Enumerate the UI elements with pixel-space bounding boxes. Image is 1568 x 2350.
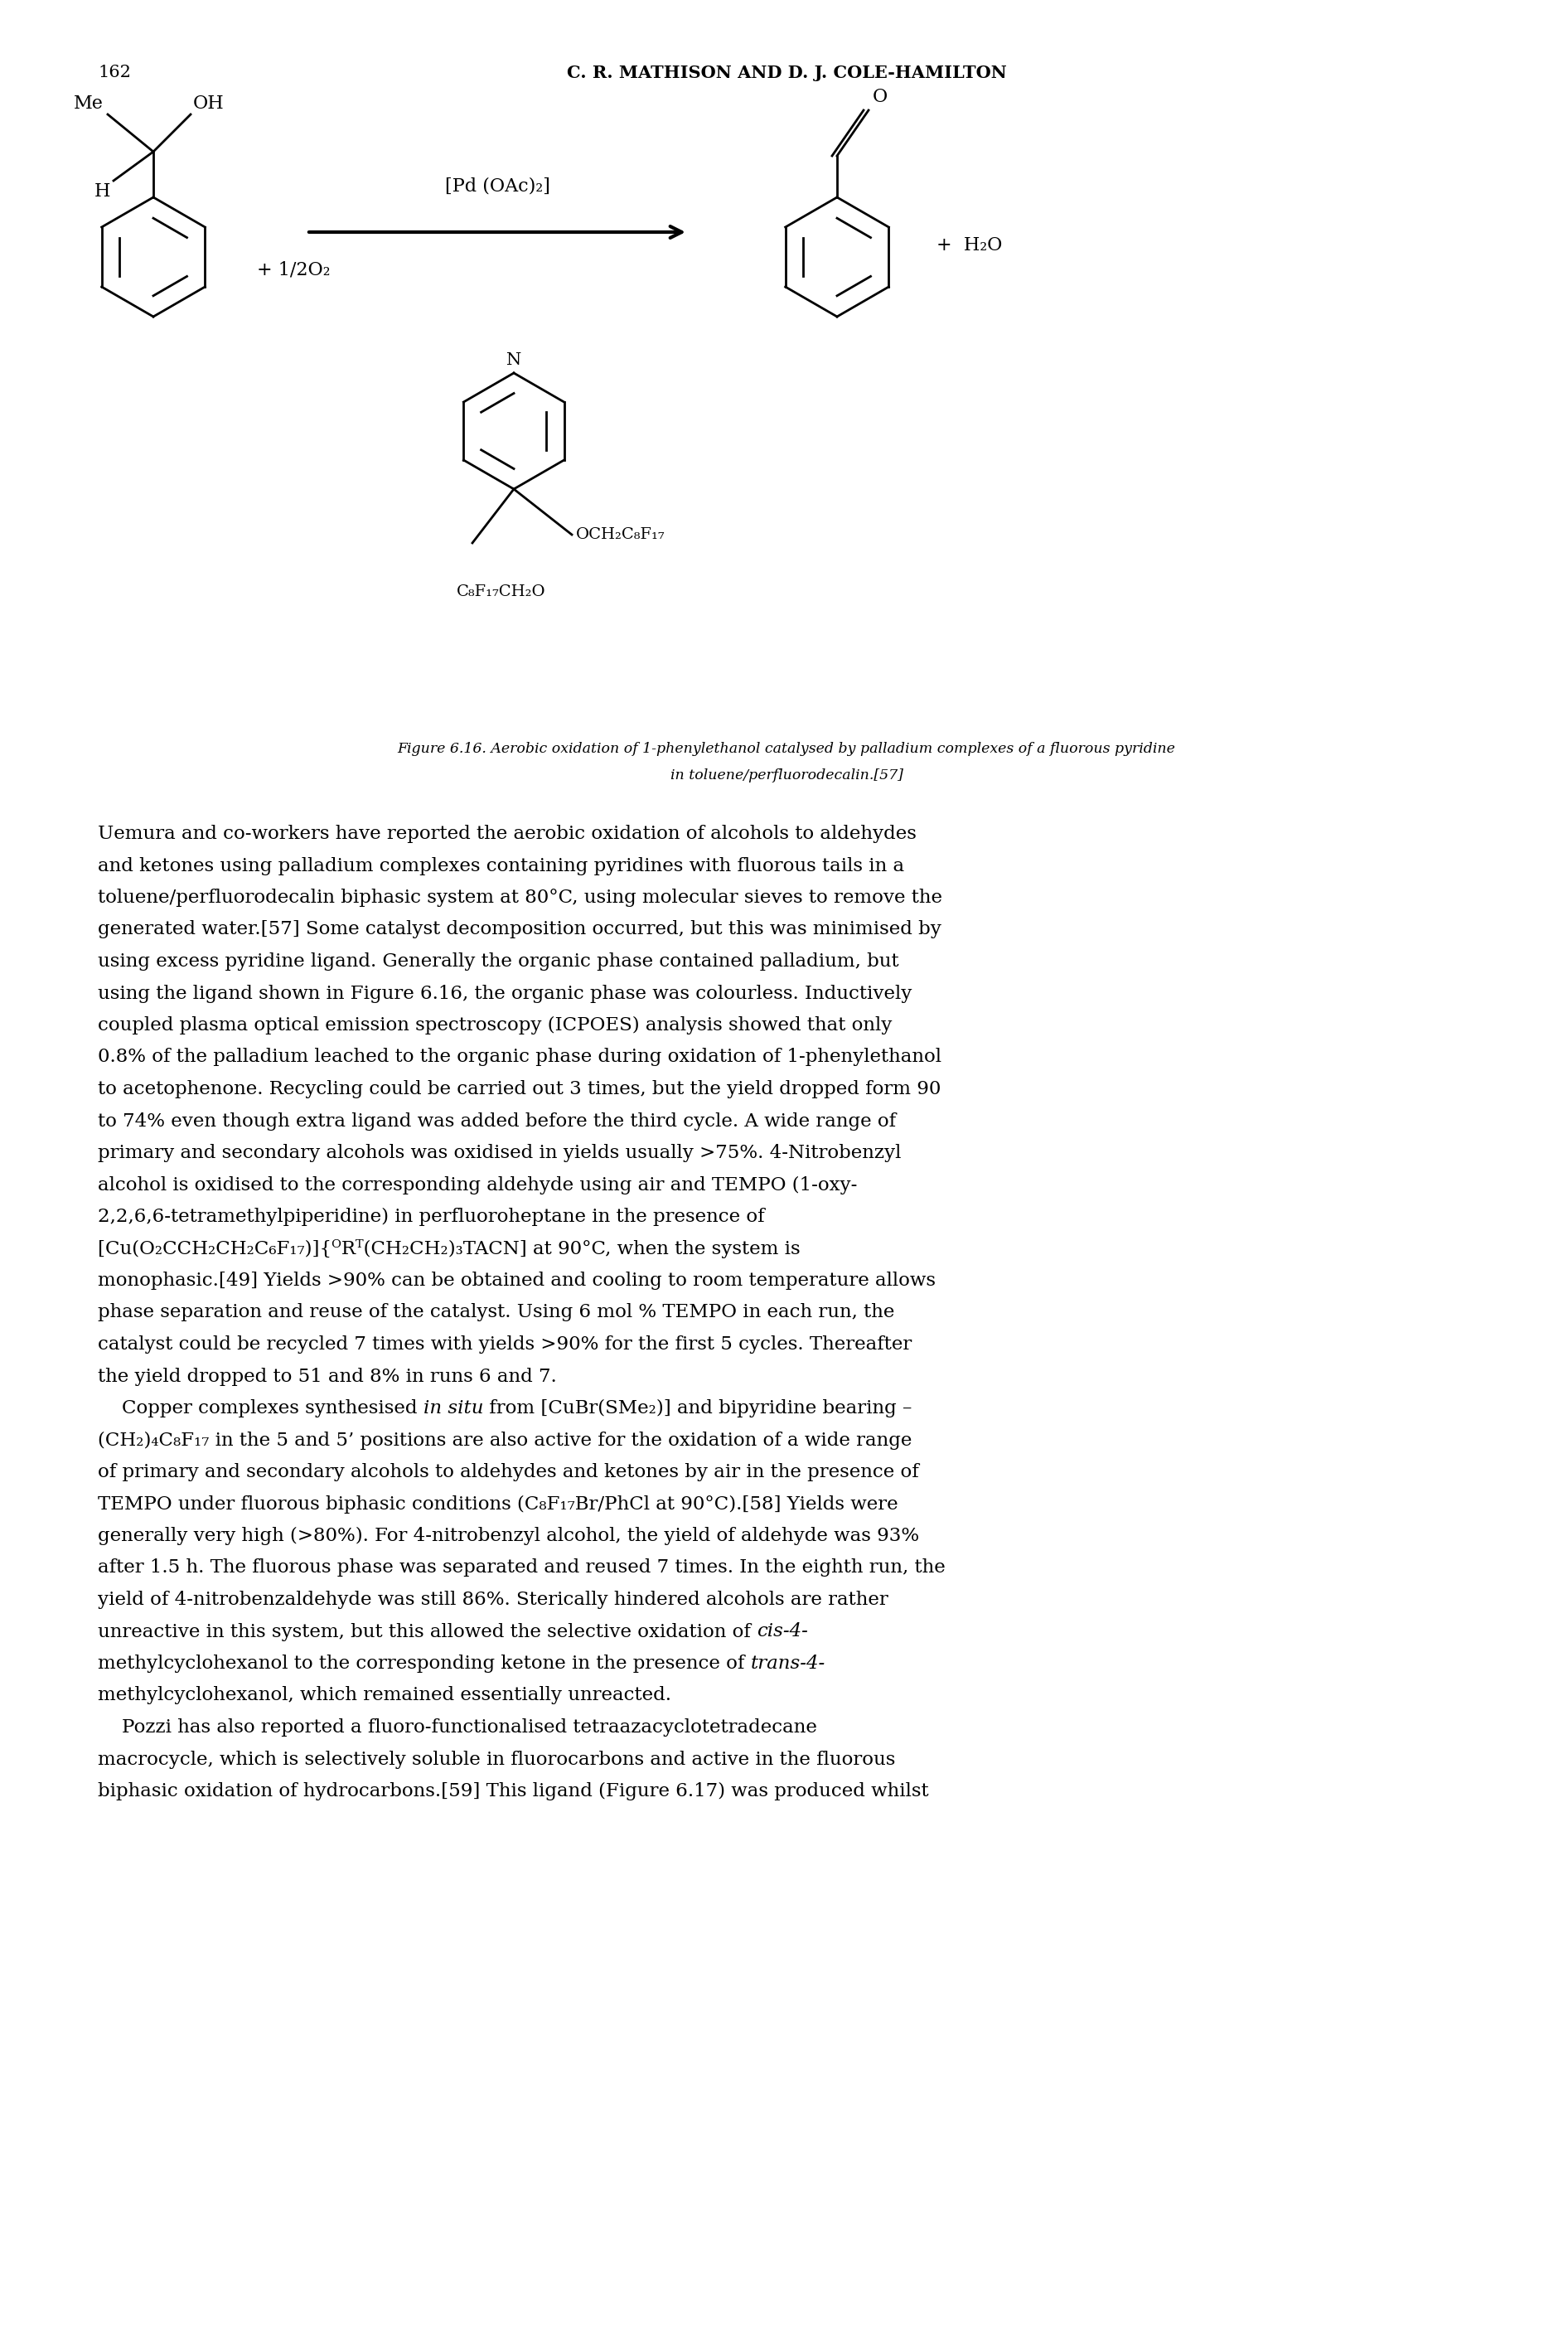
Text: generally very high (>80%). For 4-nitrobenzyl alcohol, the yield of aldehyde was: generally very high (>80%). For 4-nitrob… <box>97 1528 919 1546</box>
Text: 0.8% of the palladium leached to the organic phase during oxidation of 1-phenyle: 0.8% of the palladium leached to the org… <box>97 1048 941 1067</box>
Text: Uemura and co-workers have reported the aerobic oxidation of alcohols to aldehyd: Uemura and co-workers have reported the … <box>97 825 917 844</box>
Text: to acetophenone. Recycling could be carried out 3 times, but the yield dropped f: to acetophenone. Recycling could be carr… <box>97 1081 941 1097</box>
Text: from [CuBr(SMe₂)] and bipyridine bearing –: from [CuBr(SMe₂)] and bipyridine bearing… <box>483 1398 913 1417</box>
Text: trans-4-: trans-4- <box>751 1654 825 1673</box>
Text: methylcyclohexanol to the corresponding ketone in the presence of: methylcyclohexanol to the corresponding … <box>97 1654 751 1673</box>
Text: H: H <box>94 183 110 200</box>
Text: alcohol is oxidised to the corresponding aldehyde using air and TEMPO (1-oxy-: alcohol is oxidised to the corresponding… <box>97 1175 858 1194</box>
Text: after 1.5 h. The fluorous phase was separated and reused 7 times. In the eighth : after 1.5 h. The fluorous phase was sepa… <box>97 1558 946 1577</box>
Text: catalyst could be recycled 7 times with yields >90% for the first 5 cycles. Ther: catalyst could be recycled 7 times with … <box>97 1335 913 1354</box>
Text: OCH₂C₈F₁₇: OCH₂C₈F₁₇ <box>575 526 665 543</box>
Text: and ketones using palladium complexes containing pyridines with fluorous tails i: and ketones using palladium complexes co… <box>97 858 905 874</box>
Text: unreactive in this system, but this allowed the selective oxidation of: unreactive in this system, but this allo… <box>97 1621 757 1640</box>
Text: monophasic.[49] Yields >90% can be obtained and cooling to room temperature allo: monophasic.[49] Yields >90% can be obtai… <box>97 1271 936 1290</box>
Text: primary and secondary alcohols was oxidised in yields usually >75%. 4-Nitrobenzy: primary and secondary alcohols was oxidi… <box>97 1144 902 1163</box>
Text: OH: OH <box>193 94 224 113</box>
Text: Pozzi has also reported a fluoro-functionalised tetraazacyclotetradecane: Pozzi has also reported a fluoro-functio… <box>97 1718 817 1737</box>
Text: Copper complexes synthesised: Copper complexes synthesised <box>97 1398 423 1417</box>
Text: TEMPO under fluorous biphasic conditions (C₈F₁₇Br/PhCl at 90°C).[58] Yields were: TEMPO under fluorous biphasic conditions… <box>97 1495 898 1513</box>
Text: to 74% even though extra ligand was added before the third cycle. A wide range o: to 74% even though extra ligand was adde… <box>97 1112 895 1130</box>
Text: biphasic oxidation of hydrocarbons.[59] This ligand (Figure 6.17) was produced w: biphasic oxidation of hydrocarbons.[59] … <box>97 1781 928 1800</box>
Text: toluene/perfluorodecalin biphasic system at 80°C, using molecular sieves to remo: toluene/perfluorodecalin biphasic system… <box>97 888 942 907</box>
Text: C₈F₁₇CH₂O: C₈F₁₇CH₂O <box>456 585 546 599</box>
Text: the yield dropped to 51 and 8% in runs 6 and 7.: the yield dropped to 51 and 8% in runs 6… <box>97 1368 557 1386</box>
Text: C. R. MATHISON AND D. J. COLE-HAMILTON: C. R. MATHISON AND D. J. COLE-HAMILTON <box>566 66 1007 82</box>
Text: of primary and secondary alcohols to aldehydes and ketones by air in the presenc: of primary and secondary alcohols to ald… <box>97 1464 919 1480</box>
Text: cis-4-: cis-4- <box>757 1621 808 1640</box>
Text: in toluene/perfluorodecalin.[57]: in toluene/perfluorodecalin.[57] <box>670 768 903 783</box>
Text: generated water.[57] Some catalyst decomposition occurred, but this was minimise: generated water.[57] Some catalyst decom… <box>97 921 941 938</box>
Text: Me: Me <box>74 94 103 113</box>
Text: O: O <box>873 87 887 106</box>
Text: macrocycle, which is selectively soluble in fluorocarbons and active in the fluo: macrocycle, which is selectively soluble… <box>97 1751 895 1770</box>
Text: in situ: in situ <box>423 1398 483 1417</box>
Text: coupled plasma optical emission spectroscopy (ICPOES) analysis showed that only: coupled plasma optical emission spectros… <box>97 1015 892 1034</box>
Text: methylcyclohexanol, which remained essentially unreacted.: methylcyclohexanol, which remained essen… <box>97 1687 671 1704</box>
Text: [Cu(O₂CCH₂CH₂C₆F₁₇)]{ᴼRᵀ(CH₂CH₂)₃TACN] at 90°C, when the system is: [Cu(O₂CCH₂CH₂C₆F₁₇)]{ᴼRᵀ(CH₂CH₂)₃TACN] a… <box>97 1241 800 1260</box>
Text: + 1/2O₂: + 1/2O₂ <box>257 261 331 280</box>
Text: phase separation and reuse of the catalyst. Using 6 mol % TEMPO in each run, the: phase separation and reuse of the cataly… <box>97 1304 894 1321</box>
Text: (CH₂)₄C₈F₁₇ in the 5 and 5’ positions are also active for the oxidation of a wid: (CH₂)₄C₈F₁₇ in the 5 and 5’ positions ar… <box>97 1431 913 1450</box>
Text: 2,2,6,6-tetramethylpiperidine) in perfluoroheptane in the presence of: 2,2,6,6-tetramethylpiperidine) in perflu… <box>97 1208 765 1227</box>
Text: +  H₂O: + H₂O <box>936 237 1002 254</box>
Text: N: N <box>506 352 522 369</box>
Text: Figure 6.16. Aerobic oxidation of 1-phenylethanol catalysed by palladium complex: Figure 6.16. Aerobic oxidation of 1-phen… <box>397 743 1176 757</box>
Text: 162: 162 <box>97 66 130 80</box>
Text: yield of 4-nitrobenzaldehyde was still 86%. Sterically hindered alcohols are rat: yield of 4-nitrobenzaldehyde was still 8… <box>97 1591 887 1610</box>
Text: using excess pyridine ligand. Generally the organic phase contained palladium, b: using excess pyridine ligand. Generally … <box>97 952 898 971</box>
Text: [Pd (OAc)₂]: [Pd (OAc)₂] <box>445 176 550 195</box>
Text: using the ligand shown in Figure 6.16, the organic phase was colourless. Inducti: using the ligand shown in Figure 6.16, t… <box>97 985 913 1003</box>
